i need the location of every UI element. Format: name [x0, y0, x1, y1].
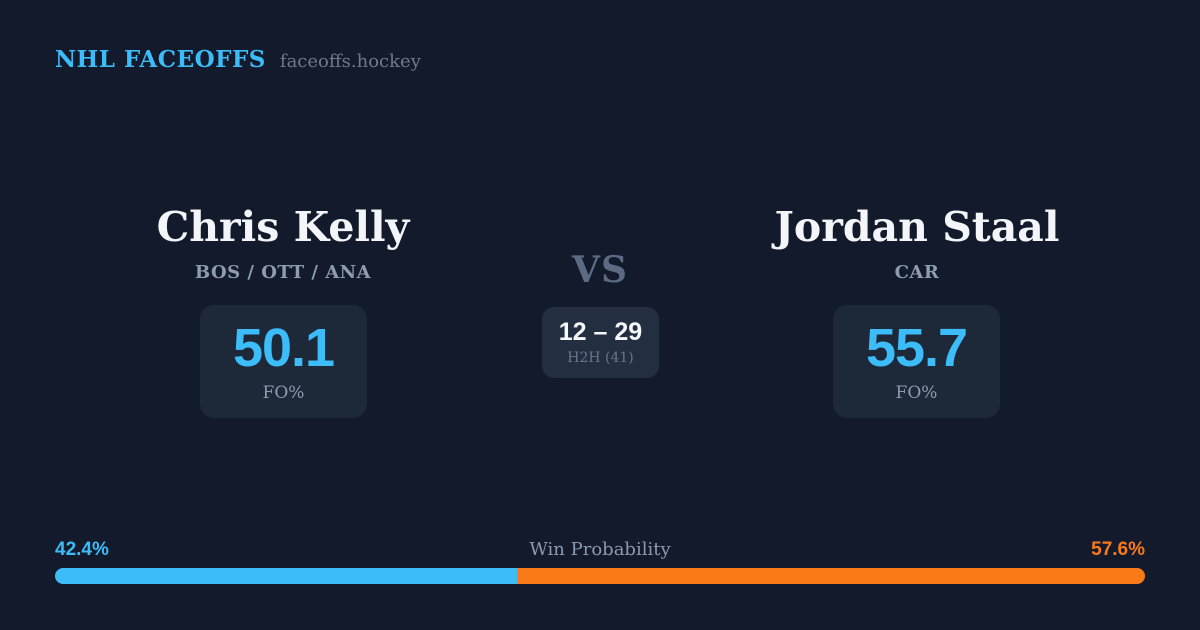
site-url: faceoffs.hockey	[279, 51, 421, 72]
player-left-stat-value: 50.1	[232, 317, 335, 378]
header: NHL FACEOFFS faceoffs.hockey	[55, 46, 421, 73]
player-left-stat-label: FO%	[262, 382, 305, 403]
win-prob-bar	[55, 568, 1145, 584]
vs-label: VS	[572, 249, 628, 291]
h2h-label: H2H (41)	[567, 349, 634, 366]
h2h-score: 12 – 29	[558, 317, 643, 346]
win-prob-right-pct: 57.6%	[1091, 539, 1145, 560]
win-prob-title: Win Probability	[529, 539, 671, 560]
player-left-stat-card: 50.1 FO%	[200, 305, 367, 418]
player-right-teams: CAR	[894, 262, 940, 283]
win-prob-segment-right	[517, 568, 1145, 584]
player-left-name: Chris Kelly	[156, 203, 410, 251]
player-right-stat-value: 55.7	[865, 317, 968, 378]
player-right-name: Jordan Staal	[774, 203, 1060, 251]
player-left-teams: BOS / OTT / ANA	[194, 262, 372, 283]
win-prob-segment-left	[55, 568, 518, 584]
player-right-stat-card: 55.7 FO%	[833, 305, 1000, 418]
win-prob-left-pct: 42.4%	[55, 539, 109, 560]
player-right-stat-label: FO%	[895, 382, 938, 403]
brand-title: NHL FACEOFFS	[55, 46, 266, 73]
h2h-card: 12 – 29 H2H (41)	[542, 307, 659, 378]
